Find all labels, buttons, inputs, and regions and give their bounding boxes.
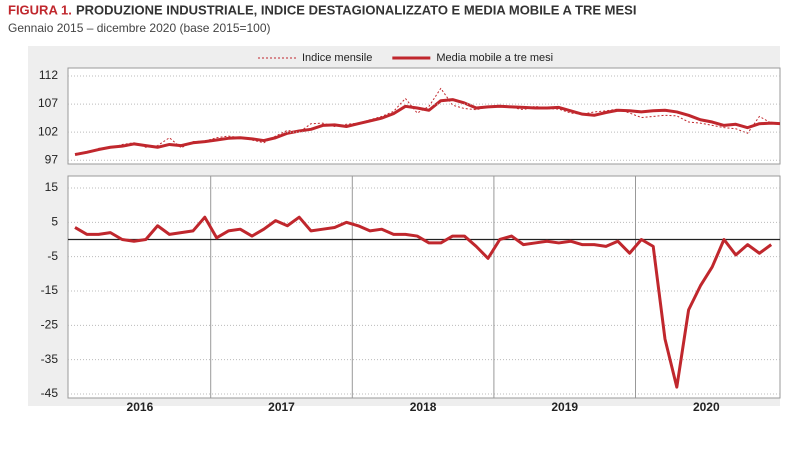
series-line xyxy=(74,215,773,389)
bottom-panel xyxy=(67,175,781,399)
y-tick-label: 97 xyxy=(45,152,59,166)
top-plot xyxy=(74,87,780,157)
y-tick-label: 107 xyxy=(38,96,58,110)
legend-label: Media mobile a tre mesi xyxy=(436,52,553,64)
y-tick-label: -35 xyxy=(41,352,59,366)
x-tick-label: 2019 xyxy=(551,400,578,414)
legend-label: Indice mensile xyxy=(302,52,372,64)
y-tick-label: 5 xyxy=(51,215,58,229)
y-tick-label: 112 xyxy=(39,68,58,82)
figure-label: FIGURA 1. xyxy=(8,2,72,17)
y-tick-label: 102 xyxy=(38,124,58,138)
x-tick-label: 2018 xyxy=(410,400,437,414)
y-tick-label: -5 xyxy=(47,249,58,263)
figure-title: PRODUZIONE INDUSTRIALE, INDICE DESTAGION… xyxy=(76,2,636,17)
x-tick-label: 2016 xyxy=(127,400,154,414)
y-tick-label: -25 xyxy=(41,318,59,332)
series-line xyxy=(74,98,780,157)
figure-subtitle: Gennaio 2015 – dicembre 2020 (base 2015=… xyxy=(8,21,271,35)
y-tick-label: -45 xyxy=(41,386,59,400)
y-tick-label: 15 xyxy=(45,180,59,194)
x-tick-label: 2020 xyxy=(693,400,720,414)
x-tick-label: 2017 xyxy=(268,400,295,414)
y-tick-label: -15 xyxy=(41,283,59,297)
top-panel xyxy=(67,67,781,165)
